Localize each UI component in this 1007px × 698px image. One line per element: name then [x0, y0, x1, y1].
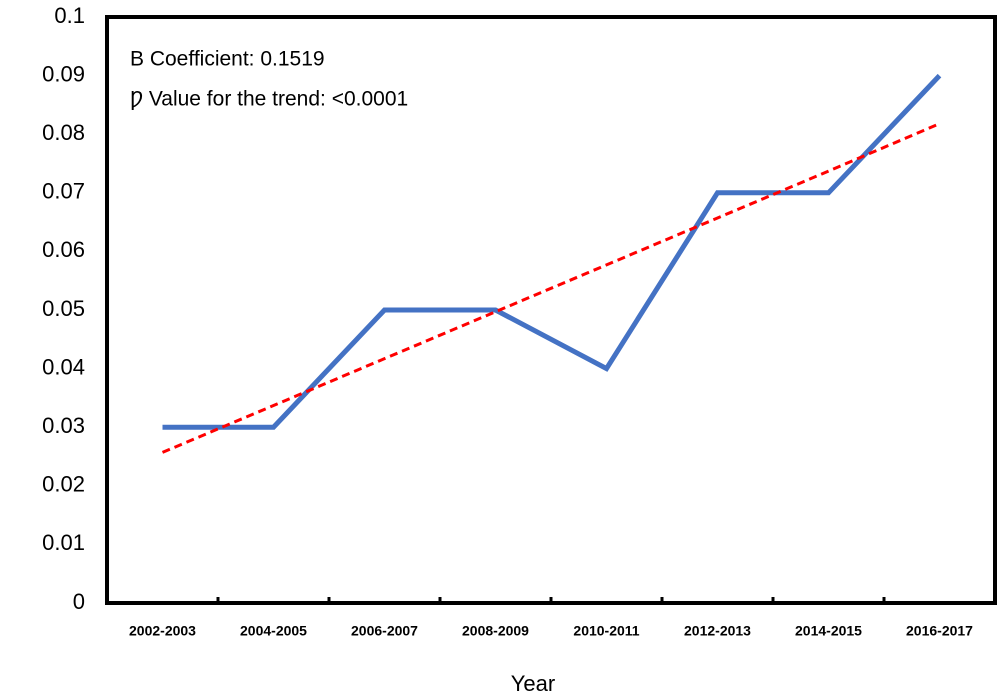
x-tick-label: 2004-2005: [240, 623, 307, 639]
annotation: Ƿ Value for the trend: <0.0001: [130, 88, 408, 111]
x-tick-label: 2002-2003: [129, 623, 196, 639]
data-line: [162, 73, 942, 430]
x-tick-label: 2008-2009: [462, 623, 529, 639]
y-tick-label: 0.09: [42, 61, 85, 86]
x-tick-label: 2010-2011: [573, 623, 639, 639]
x-tick-label: 2012-2013: [684, 623, 751, 639]
y-tick-label: 0.02: [42, 472, 85, 497]
y-tick-label: 0.05: [42, 296, 85, 321]
y-tick-label: 0.07: [42, 179, 85, 204]
y-tick-label: 0.08: [42, 120, 85, 145]
y-tick-label: 0: [73, 589, 85, 614]
annotation: B Coefficient: 0.1519: [130, 48, 325, 71]
trend-line: [161, 122, 941, 454]
x-tick-label: 2006-2007: [351, 623, 418, 639]
y-tick-label: 0.04: [42, 354, 85, 379]
y-tick-label: 0.06: [42, 237, 85, 262]
y-tick-label: 0.1: [54, 3, 85, 28]
x-axis-label: Year: [511, 671, 555, 696]
x-tick-label: 2014-2015: [795, 623, 862, 639]
x-tick-label: 2016-2017: [906, 623, 973, 639]
y-tick-label: 0.03: [42, 413, 85, 438]
y-tick-label: 0.01: [42, 530, 85, 555]
